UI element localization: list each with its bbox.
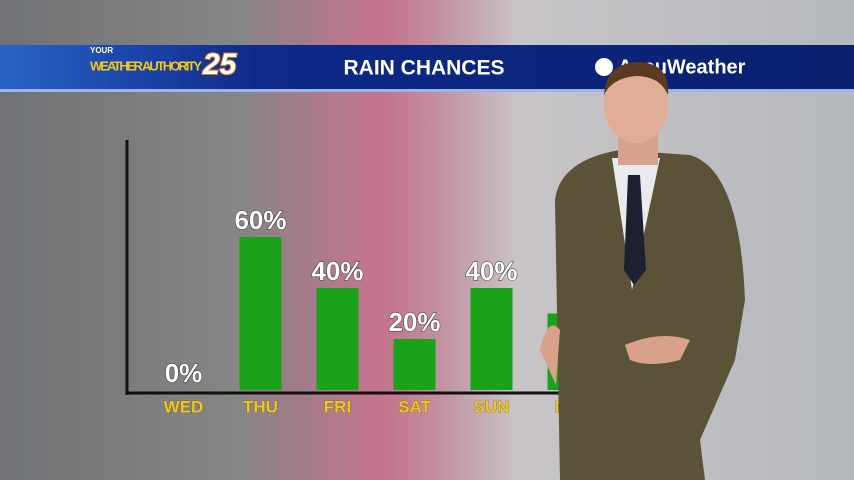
bar — [239, 237, 282, 390]
x-tick-label: SUN — [474, 397, 510, 416]
value-label: 60% — [234, 205, 286, 235]
value-label: 40% — [465, 256, 517, 286]
value-label: 40% — [311, 256, 363, 286]
x-tick-label: THU — [243, 397, 278, 416]
bar — [316, 288, 359, 390]
channel: 25 — [202, 48, 238, 81]
brand: WEATHER AUTHORITY — [90, 58, 202, 73]
bar — [393, 339, 436, 390]
value-label: 20% — [388, 307, 440, 337]
x-tick-label: SAT — [398, 397, 431, 416]
header-rule — [0, 89, 854, 92]
header-bar — [0, 45, 854, 91]
brand-small: YOUR — [90, 46, 113, 55]
value-label: 0% — [165, 358, 203, 388]
bar — [470, 288, 513, 390]
presenter — [540, 62, 745, 480]
x-tick-label: WED — [164, 397, 204, 416]
sponsor-logo — [595, 58, 613, 76]
x-tick-label: FRI — [324, 397, 351, 416]
chart-title: RAIN CHANCES — [343, 57, 504, 80]
